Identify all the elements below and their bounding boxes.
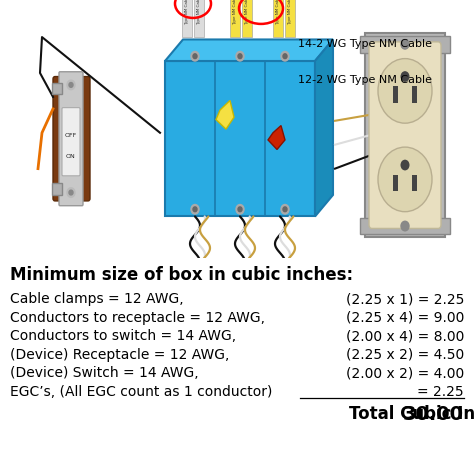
Circle shape bbox=[378, 59, 432, 123]
Circle shape bbox=[401, 221, 409, 231]
Text: 12-2 WG Type NM Cable: 12-2 WG Type NM Cable bbox=[298, 75, 432, 85]
Circle shape bbox=[401, 160, 410, 171]
Circle shape bbox=[67, 188, 75, 197]
Bar bbox=[182, 0, 192, 37]
Text: 14-2 WG Type NM Cable: 14-2 WG Type NM Cable bbox=[298, 39, 432, 49]
Text: (2.25 x 4) = 9.00: (2.25 x 4) = 9.00 bbox=[346, 311, 464, 325]
Polygon shape bbox=[165, 39, 333, 61]
Text: (2.25 x 2) = 4.50: (2.25 x 2) = 4.50 bbox=[346, 348, 464, 362]
Bar bbox=[194, 0, 204, 37]
Text: (2.25 x 1) = 2.25: (2.25 x 1) = 2.25 bbox=[346, 292, 464, 306]
Polygon shape bbox=[315, 39, 333, 217]
Text: Cable clamps = 12 AWG,: Cable clamps = 12 AWG, bbox=[10, 292, 183, 306]
Text: Type NM Cable: Type NM Cable bbox=[245, 0, 249, 25]
Bar bbox=[273, 0, 283, 37]
FancyBboxPatch shape bbox=[62, 108, 80, 176]
Bar bbox=[242, 0, 252, 37]
Text: Type NM Cable: Type NM Cable bbox=[233, 0, 237, 25]
FancyBboxPatch shape bbox=[165, 61, 315, 217]
Circle shape bbox=[283, 207, 287, 212]
Circle shape bbox=[238, 54, 242, 59]
Circle shape bbox=[69, 190, 73, 195]
Circle shape bbox=[193, 54, 197, 59]
Bar bbox=[52, 183, 62, 195]
FancyBboxPatch shape bbox=[369, 42, 441, 228]
Bar bbox=[230, 0, 240, 37]
Text: Conductors to switch = 14 AWG,: Conductors to switch = 14 AWG, bbox=[10, 329, 236, 343]
Bar bbox=[360, 218, 450, 235]
Circle shape bbox=[281, 51, 289, 61]
Text: Type NM Cable: Type NM Cable bbox=[288, 0, 292, 25]
FancyBboxPatch shape bbox=[53, 76, 90, 201]
Bar bbox=[412, 86, 417, 103]
Circle shape bbox=[191, 51, 199, 61]
Text: Minimum size of box in cubic inches:: Minimum size of box in cubic inches: bbox=[10, 266, 353, 284]
Bar bbox=[285, 0, 295, 37]
Text: Total Cubic Inches: Total Cubic Inches bbox=[349, 405, 474, 423]
Bar bbox=[412, 174, 417, 191]
Circle shape bbox=[238, 207, 242, 212]
Polygon shape bbox=[268, 126, 285, 149]
Circle shape bbox=[236, 204, 244, 214]
Bar bbox=[393, 86, 398, 103]
FancyBboxPatch shape bbox=[59, 72, 83, 206]
Text: (Device) Receptacle = 12 AWG,: (Device) Receptacle = 12 AWG, bbox=[10, 348, 229, 362]
Circle shape bbox=[191, 204, 199, 214]
Circle shape bbox=[283, 54, 287, 59]
Circle shape bbox=[401, 39, 409, 49]
Text: OFF: OFF bbox=[65, 133, 77, 137]
Text: (2.00 x 2) = 4.00: (2.00 x 2) = 4.00 bbox=[346, 366, 464, 380]
Text: (Device) Switch = 14 AWG,: (Device) Switch = 14 AWG, bbox=[10, 366, 199, 380]
Circle shape bbox=[193, 207, 197, 212]
Text: Type NM Cable: Type NM Cable bbox=[276, 0, 280, 25]
Circle shape bbox=[67, 80, 75, 90]
Bar bbox=[52, 82, 62, 94]
Text: = 2.25: = 2.25 bbox=[418, 385, 464, 399]
Text: Conductors to receptacle = 12 AWG,: Conductors to receptacle = 12 AWG, bbox=[10, 311, 265, 325]
Circle shape bbox=[401, 71, 410, 82]
Circle shape bbox=[236, 51, 244, 61]
Circle shape bbox=[378, 147, 432, 212]
Circle shape bbox=[69, 82, 73, 87]
Text: ON: ON bbox=[66, 154, 76, 159]
Text: (2.00 x 4) = 8.00: (2.00 x 4) = 8.00 bbox=[346, 329, 464, 343]
Text: Type NM Cable: Type NM Cable bbox=[197, 0, 201, 25]
Bar bbox=[360, 36, 450, 53]
Text: EGC’s, (All EGC count as 1 conductor): EGC’s, (All EGC count as 1 conductor) bbox=[10, 385, 273, 399]
Text: Type NM Cable: Type NM Cable bbox=[185, 0, 189, 25]
Text: 30.00: 30.00 bbox=[403, 405, 464, 424]
Bar bbox=[365, 34, 445, 237]
Polygon shape bbox=[216, 100, 234, 129]
Bar bbox=[393, 174, 398, 191]
Circle shape bbox=[281, 204, 289, 214]
